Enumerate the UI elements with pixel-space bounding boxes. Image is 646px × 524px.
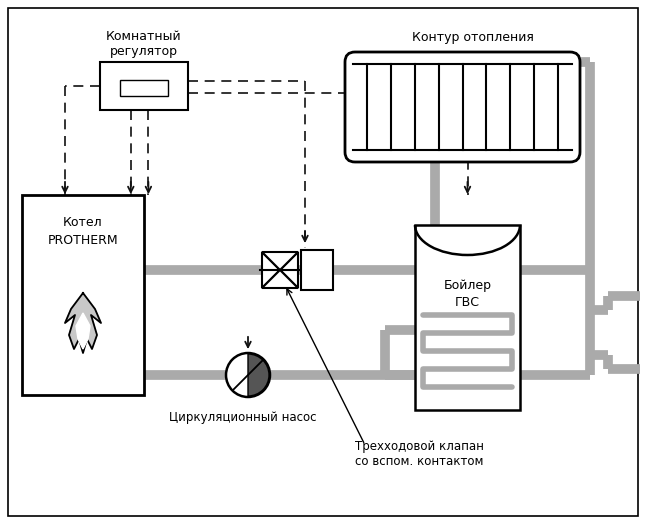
Text: ГВС: ГВС [455, 297, 480, 310]
Text: Бойлер: Бойлер [444, 278, 492, 291]
Bar [415, 225, 520, 410]
Polygon shape [280, 252, 298, 288]
Polygon shape [65, 293, 101, 353]
Text: со вспом. контактом: со вспом. контактом [355, 455, 483, 468]
Wedge shape [248, 354, 269, 396]
Text: Котел: Котел [63, 216, 103, 230]
Polygon shape [262, 270, 298, 288]
Polygon shape [262, 252, 298, 270]
Bar [301, 250, 333, 290]
Text: PROTHERM: PROTHERM [48, 235, 118, 247]
Circle shape [226, 353, 270, 397]
Text: Комнатный
регулятор: Комнатный регулятор [106, 30, 182, 58]
Polygon shape [262, 252, 280, 288]
Bar [120, 80, 168, 96]
FancyBboxPatch shape [345, 52, 580, 162]
Text: Трехходовой клапан: Трехходовой клапан [355, 440, 484, 453]
Bar [22, 195, 144, 395]
Text: Контур отопления: Контур отопления [412, 31, 534, 44]
Polygon shape [76, 313, 90, 349]
Text: Циркуляционный насос: Циркуляционный насос [169, 411, 317, 424]
Bar [100, 62, 188, 110]
